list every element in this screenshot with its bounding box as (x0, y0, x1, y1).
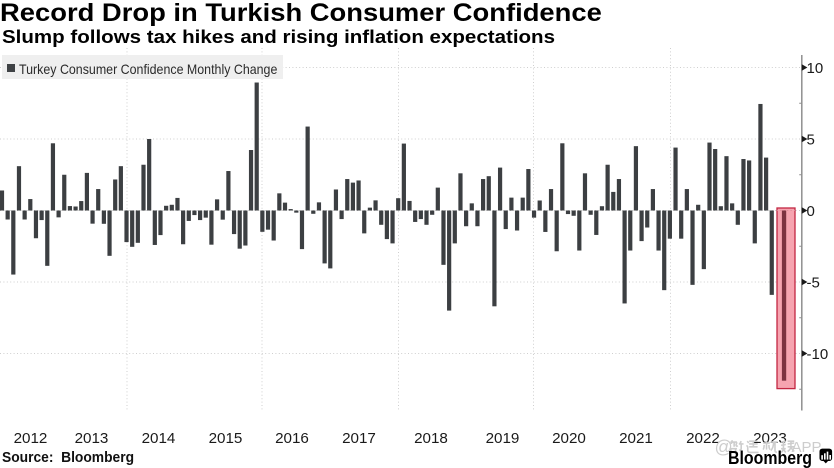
svg-text:2022: 2022 (686, 430, 720, 447)
svg-text:2021: 2021 (619, 430, 653, 447)
svg-text:2019: 2019 (486, 430, 520, 447)
svg-text:2016: 2016 (275, 430, 309, 447)
svg-text:5: 5 (807, 131, 815, 148)
svg-text:APP: APP (792, 439, 822, 456)
svg-text:10: 10 (807, 60, 824, 77)
svg-text:2015: 2015 (209, 430, 243, 447)
svg-text:2018: 2018 (414, 430, 448, 447)
svg-text:2013: 2013 (75, 430, 109, 447)
svg-text:2023: 2023 (753, 430, 787, 447)
svg-text:2020: 2020 (552, 430, 586, 447)
svg-text:2014: 2014 (142, 430, 176, 447)
svg-text:-5: -5 (807, 274, 820, 291)
svg-text:-10: -10 (807, 346, 829, 363)
svg-text:2012: 2012 (14, 430, 48, 447)
svg-text:2017: 2017 (342, 430, 376, 447)
svg-text:@: @ (715, 437, 733, 457)
svg-text:0: 0 (807, 203, 815, 220)
